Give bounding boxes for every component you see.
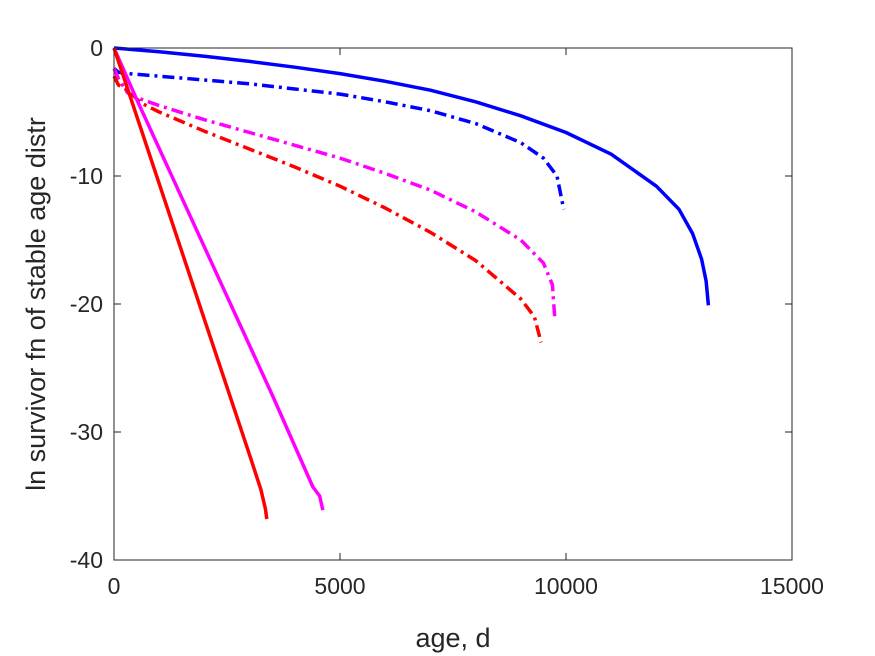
series-line-1 xyxy=(113,46,711,306)
x-tick-label: 10000 xyxy=(534,573,598,599)
y-axis-label: ln survivor fn of stable age distr xyxy=(21,117,51,491)
series-layer xyxy=(112,46,711,520)
series-line-4 xyxy=(112,75,543,343)
y-tick-label: -10 xyxy=(70,163,103,189)
y-tick-label: -40 xyxy=(70,547,103,573)
x-tick-label: 5000 xyxy=(314,573,365,599)
plot-background xyxy=(114,48,792,560)
y-tick-label: 0 xyxy=(90,35,103,61)
series-line-5 xyxy=(112,47,325,511)
x-tick-label: 0 xyxy=(108,573,121,599)
series-line-6 xyxy=(112,47,269,520)
x-axis-label: age, d xyxy=(415,623,490,653)
y-tick-label: -20 xyxy=(70,291,103,317)
y-tick-label: -30 xyxy=(70,419,103,445)
series-line-2 xyxy=(112,67,566,210)
x-tick-label: 15000 xyxy=(760,573,824,599)
tick-layer: 0 5000 10000 15000 0 -10 -20 -30 -40 xyxy=(70,35,824,599)
